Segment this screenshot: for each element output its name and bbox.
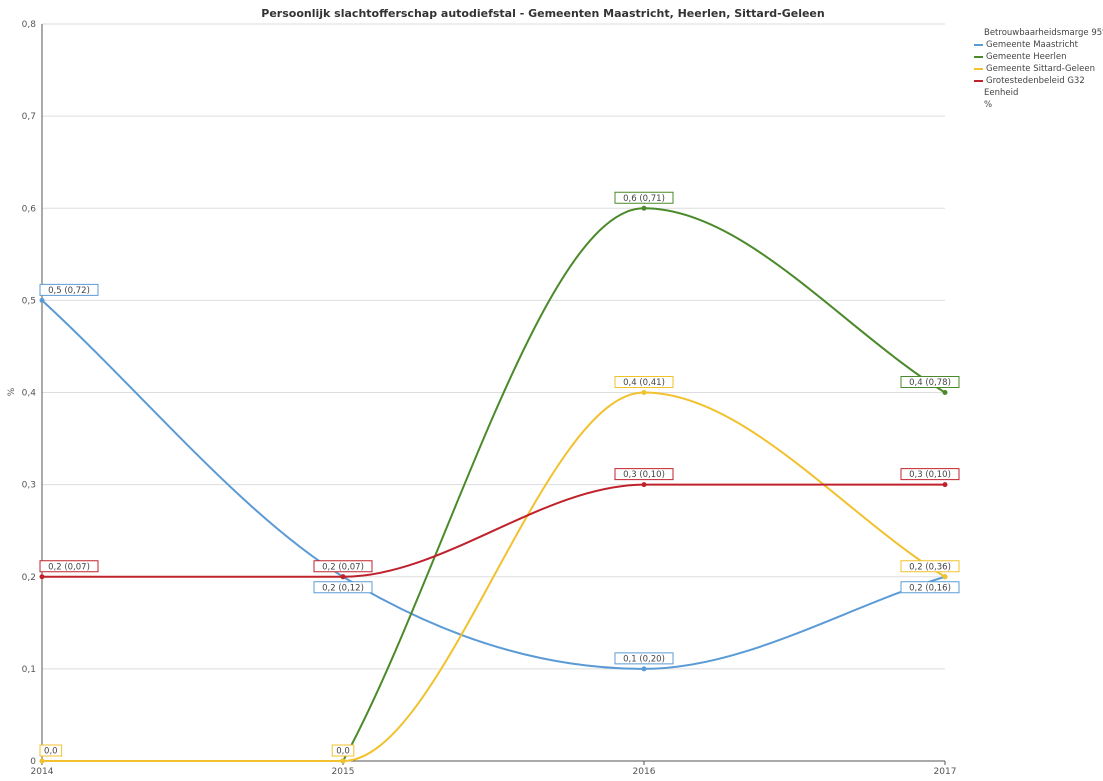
y-tick-label: 0: [30, 757, 36, 767]
data-label: 0,0: [336, 747, 350, 757]
legend: Betrouwbaarheidsmarge 95% Gemeente Maast…: [974, 27, 1103, 111]
legend-item[interactable]: Gemeente Sittard-Geleen: [974, 63, 1103, 75]
legend-unit-heading: Eenheid: [984, 88, 1019, 98]
data-point: [340, 758, 346, 764]
legend-item[interactable]: Grotestedenbeleid G32: [974, 75, 1103, 87]
x-tick-label: 2016: [633, 767, 656, 777]
y-tick-label: 0,1: [22, 665, 36, 675]
data-point: [942, 574, 948, 580]
data-label-box: [900, 468, 960, 481]
data-label-box: [614, 376, 674, 388]
data-label: 0,4 (0,41): [623, 378, 665, 388]
data-point: [39, 574, 45, 580]
data-label: 0,6 (0,71): [623, 194, 665, 204]
data-label: 0,1 (0,20): [623, 654, 665, 664]
legend-label: Gemeente Heerlen: [986, 52, 1067, 62]
data-point: [39, 758, 45, 764]
x-tick-label: 2017: [934, 767, 957, 777]
data-label-box: [39, 283, 99, 296]
data-label: 0,0: [44, 747, 58, 757]
x-tick-label: 2015: [332, 767, 355, 777]
data-label: 0,5 (0,72): [48, 286, 90, 296]
legend-swatch: [974, 80, 983, 82]
data-label-box: [900, 560, 960, 573]
data-point: [641, 205, 647, 211]
data-label: 0,2 (0,07): [48, 562, 90, 572]
data-label: 0,4 (0,78): [909, 378, 951, 388]
series-line: [342, 207, 946, 762]
legend-label: Gemeente Sittard-Geleen: [986, 64, 1095, 74]
data-point: [942, 482, 948, 488]
data-point: [340, 574, 346, 580]
legend-item[interactable]: Gemeente Heerlen: [974, 51, 1103, 63]
series-line: [42, 391, 946, 763]
data-label: 0,2 (0,16): [909, 583, 951, 593]
axes: 0 0,1 0,2 0,3 0,4 0,5 0,6 0,7 0,8 2014 2015 2016 201…: [22, 20, 957, 777]
legend-label: Gemeente Maastricht: [986, 40, 1078, 50]
series-lines: [39, 205, 948, 764]
data-label: 0,2 (0,12): [322, 583, 364, 593]
legend-unit-value: %: [984, 100, 993, 110]
data-point: [39, 297, 45, 303]
data-label: 0,3 (0,10): [623, 470, 665, 480]
legend-item[interactable]: Gemeente Maastricht: [974, 39, 1103, 51]
legend-swatch: [974, 68, 983, 70]
data-label-box: [313, 581, 373, 594]
data-label-box: [39, 744, 63, 757]
y-tick-label: 0,2: [22, 573, 36, 583]
data-label: 0,2 (0,07): [322, 562, 364, 572]
data-label-box: [900, 376, 960, 388]
data-point: [942, 390, 948, 395]
data-label-box: [614, 191, 674, 204]
legend-header: Betrouwbaarheidsmarge 95%: [984, 28, 1103, 38]
data-label-box: [39, 560, 99, 573]
y-tick-label: 0,7: [22, 112, 36, 122]
data-label-box: [331, 744, 355, 757]
x-tick-label: 2014: [31, 767, 54, 777]
y-tick-label: 0,5: [22, 296, 36, 306]
legend-swatch: [974, 44, 983, 46]
legend-items: Gemeente Maastricht Gemeente Heerlen Gemee…: [974, 39, 1103, 87]
legend-label: Grotestedenbeleid G32: [986, 76, 1085, 86]
chart-title: Persoonlijk slachtofferschap autodiefsta…: [261, 7, 824, 20]
data-point: [641, 482, 647, 488]
data-label-box: [614, 468, 674, 481]
data-label-box: [313, 560, 373, 573]
data-label-box: [900, 581, 960, 594]
y-axis-label: %: [7, 387, 17, 396]
gridlines: [42, 23, 945, 762]
data-point: [641, 390, 647, 395]
data-label: 0,2 (0,36): [909, 562, 951, 572]
y-tick-label: 0,4: [22, 389, 37, 399]
y-tick-label: 0,3: [22, 481, 36, 491]
data-labels: 0,5 (0,72) 0,2 (0,12) 0,1 (0,20) 0,2 (0,16)…: [39, 191, 960, 757]
y-tick-label: 0,8: [22, 20, 37, 30]
y-tick-label: 0,6: [22, 204, 37, 214]
series-line: [41, 483, 945, 578]
data-label: 0,3 (0,10): [909, 470, 951, 480]
data-label-box: [614, 652, 674, 665]
legend-swatch: [974, 56, 983, 58]
series-line: [41, 299, 946, 670]
data-point: [641, 666, 647, 672]
